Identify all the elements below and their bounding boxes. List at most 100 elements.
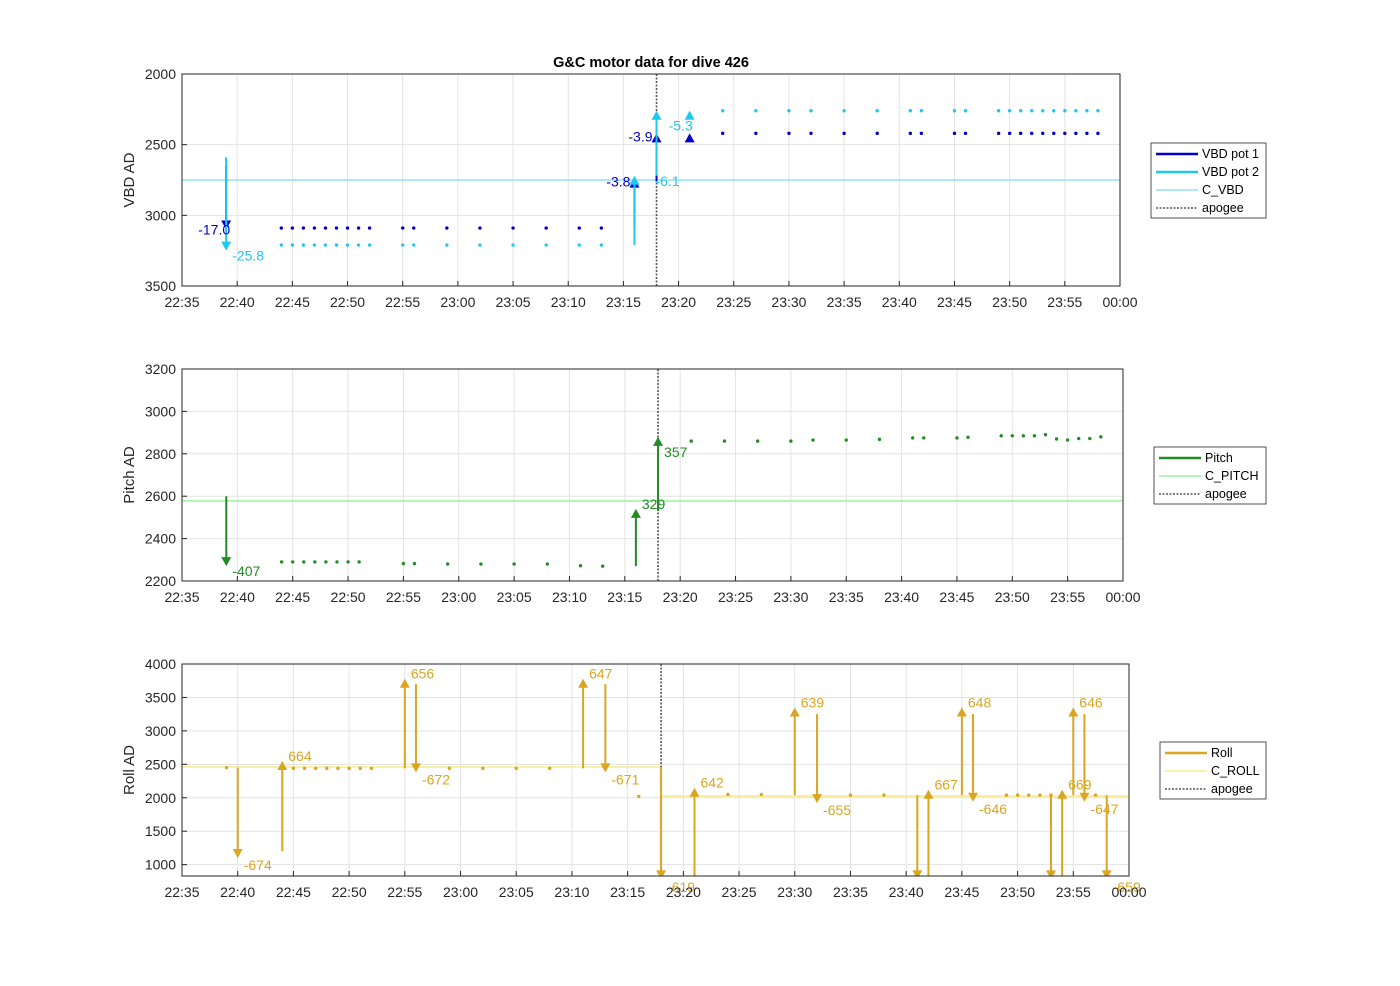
- pitch-legend-apogee: apogee: [1205, 487, 1247, 501]
- pitch-legend-c-pitch: C_PITCH: [1205, 469, 1258, 483]
- pitch-data-point: [291, 560, 295, 564]
- vbd-move-label: -17.0: [198, 221, 230, 237]
- roll-x-tick-label: 23:20: [666, 884, 701, 900]
- pitch-x-tick-label: 23:05: [497, 589, 532, 605]
- pitch-x-tick-label: 23:45: [939, 589, 974, 605]
- vbd-data-point: [279, 243, 284, 247]
- vbd-x-tick-label: 23:00: [440, 294, 475, 310]
- vbd-motor-move-arrow: [221, 157, 232, 251]
- roll-y-tick-label: 2500: [145, 756, 176, 772]
- roll-x-tick-label: 23:30: [777, 884, 812, 900]
- vbd-panel: -17.0-25.8-3.8-3.9-6.1-5.3 22:35 22:40 22:…: [121, 66, 1267, 310]
- vbd-legend-pot2: VBD pot 2: [1202, 165, 1259, 179]
- roll-x-tick-label: 23:50: [1000, 884, 1035, 900]
- vbd-data-point: [842, 131, 846, 136]
- pitch-y-ticks: 2200 2400 2600 2800 3000 3200: [145, 361, 187, 589]
- vbd-data-point: [721, 109, 725, 113]
- vbd-data-point: [1074, 109, 1078, 113]
- pitch-data-point: [1077, 436, 1081, 441]
- roll-motor-move-arrow: [956, 707, 967, 796]
- roll-move-label: 664: [288, 748, 312, 764]
- roll-motor-move-arrow: [1068, 707, 1079, 796]
- pitch-data-point: [1021, 434, 1026, 438]
- vbd-data-point: [301, 226, 306, 230]
- vbd-data-point: [1041, 131, 1045, 136]
- vbd-data-point: [412, 243, 416, 247]
- vbd-x-tick-label: 22:35: [164, 294, 199, 310]
- roll-data-point: [726, 792, 730, 797]
- pitch-x-ticks: 22:35 22:40 22:45 22:50 22:55 23:00 23:05 23:10…: [164, 576, 1141, 605]
- vbd-data-point: [963, 109, 968, 113]
- roll-motor-move-arrow: [912, 795, 923, 876]
- roll-x-tick-label: 22:50: [332, 884, 367, 900]
- pitch-data-point: [789, 439, 793, 443]
- vbd-data-point: [478, 243, 482, 247]
- roll-data-point: [1015, 793, 1020, 797]
- roll-data-point: [302, 766, 307, 771]
- vbd-data-point: [809, 109, 813, 113]
- pitch-data-point: [955, 436, 959, 440]
- pitch-data-point: [1043, 433, 1048, 437]
- vbd-x-tick-label: 23:05: [496, 294, 531, 310]
- vbd-x-tick-label: 00:00: [1102, 294, 1137, 310]
- pitch-y-tick-label: 2600: [145, 488, 176, 504]
- pitch-panel: -407 329 357 22:35 22:40 22:45 22:50 22:55 23:0…: [121, 361, 1267, 605]
- roll-data-point: [882, 793, 886, 797]
- vbd-data-point: [1052, 131, 1056, 136]
- roll-move-label: 667: [934, 777, 958, 793]
- roll-axes-box: [181, 663, 1130, 877]
- vbd-x-tick-label: 23:30: [771, 294, 806, 310]
- roll-move-label: -647: [1090, 801, 1118, 817]
- roll-x-tick-label: 23:45: [944, 884, 979, 900]
- vbd-x-tick-label: 22:55: [385, 294, 420, 310]
- vbd-data-point: [952, 131, 957, 136]
- vbd-data-point: [1096, 131, 1100, 136]
- pitch-data-point: [578, 564, 583, 568]
- roll-move-label: 647: [589, 666, 613, 682]
- roll-x-tick-label: 23:15: [610, 884, 645, 900]
- pitch-x-tick-label: 23:30: [773, 589, 808, 605]
- pitch-x-tick-label: 22:40: [220, 589, 255, 605]
- roll-motor-move-arrow: [789, 707, 800, 796]
- vbd-x-tick-label: 23:10: [551, 294, 586, 310]
- pitch-points: [279, 433, 1103, 568]
- pitch-data-point: [401, 561, 406, 566]
- pitch-x-tick-label: 23:25: [718, 589, 753, 605]
- vbd-data-point: [334, 226, 339, 230]
- pitch-y-tick-label: 3200: [145, 361, 176, 377]
- pitch-data-point: [999, 434, 1003, 438]
- vbd-x-ticks: 22:35 22:40 22:45 22:50 22:55 23:00 23:05 23:10…: [164, 281, 1138, 310]
- vbd-legend-pot1: VBD pot 1: [1202, 147, 1259, 161]
- vbd-y-tick-label: 3000: [145, 207, 176, 223]
- vbd-data-point: [290, 243, 295, 247]
- pitch-data-point: [346, 560, 350, 564]
- vbd-data-point: [301, 243, 306, 247]
- vbd-data-point: [412, 226, 416, 230]
- roll-move-label: -672: [422, 771, 450, 787]
- roll-move-label: -659: [1113, 879, 1141, 895]
- pitch-data-point: [844, 438, 848, 442]
- pitch-x-tick-label: 23:00: [441, 589, 476, 605]
- pitch-x-tick-label: 22:45: [275, 589, 310, 605]
- vbd-data-point: [401, 226, 405, 230]
- roll-move-label: 669: [1068, 777, 1092, 793]
- roll-motor-move-arrow: [1079, 714, 1090, 802]
- pitch-x-tick-label: 00:00: [1105, 589, 1140, 605]
- vbd-data-point: [544, 226, 548, 230]
- pitch-data-point: [412, 561, 417, 566]
- pitch-data-point: [600, 564, 605, 568]
- vbd-data-point: [1074, 131, 1078, 136]
- roll-x-tick-label: 23:55: [1056, 884, 1091, 900]
- vbd-data-point: [279, 226, 284, 230]
- vbd-data-point: [445, 226, 449, 230]
- roll-y-tick-label: 4000: [145, 656, 176, 672]
- pitch-data-point: [755, 439, 760, 443]
- roll-data-point: [358, 766, 362, 771]
- roll-y-tick-label: 3000: [145, 723, 176, 739]
- pitch-data-point: [722, 439, 727, 443]
- vbd-data-point: [754, 131, 758, 136]
- pitch-move-label: 357: [664, 444, 688, 460]
- pitch-data-point: [302, 560, 306, 564]
- vbd-data-point: [1041, 109, 1045, 113]
